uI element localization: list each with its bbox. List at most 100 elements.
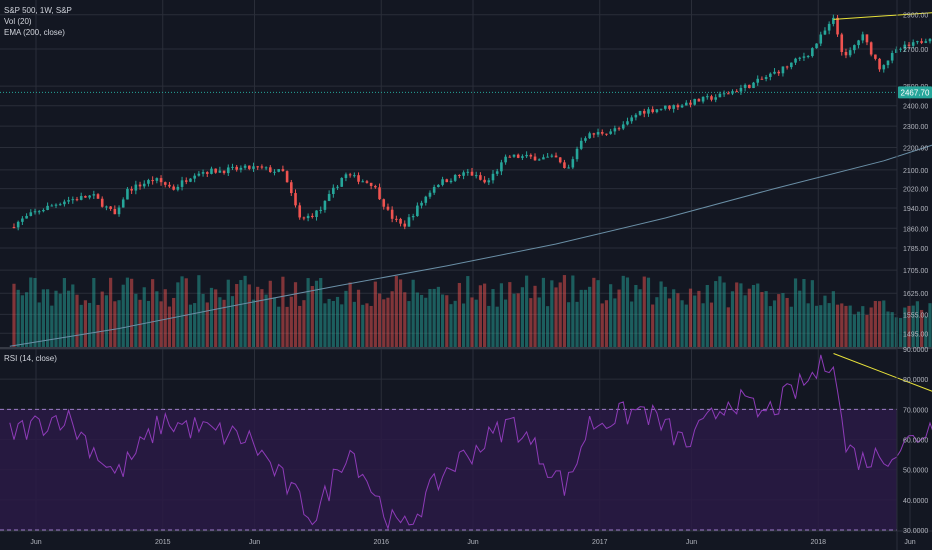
candle-body [815,43,818,49]
volume-bar [739,283,743,347]
volume-bar [394,275,398,347]
volume-bar [928,303,932,347]
candle-body [769,73,772,77]
volume-bar [546,306,550,347]
volume-bar [201,293,205,347]
volume-bar [625,277,630,347]
candle-body [626,121,629,125]
candle-body [71,199,75,201]
volume-bar [50,305,54,347]
volume-bar [756,283,760,347]
candle-body [222,170,226,174]
candle-body [432,187,436,193]
volume-bar [67,290,71,347]
candle-body [176,186,180,190]
volume-bar [554,287,558,347]
volume-bar [142,287,146,347]
candle-body [714,97,718,100]
volume-bar [617,289,621,347]
volume-bar [659,281,663,347]
candle-body [235,166,238,170]
candle-body [516,154,520,158]
volume-bar [289,296,293,347]
volume-bar [579,289,583,347]
volume-bar [613,298,617,347]
candle-body [630,117,633,122]
candle-body [437,184,440,188]
volume-bar [516,293,520,347]
candle-body [592,133,596,135]
rsi-layer [9,354,932,531]
volume-bar [109,277,113,347]
candle-body [67,200,70,202]
volume-bar [915,301,919,347]
candle-body [226,167,230,174]
volume-bar [457,282,461,347]
candle-body [84,196,87,198]
candle-body [285,171,289,183]
candle-body [651,109,654,113]
candle-body [130,188,133,191]
time-axis[interactable]: Jun2015Jun2016Jun2017Jun2018Jun2019Jun20… [30,539,932,546]
volume-bar [306,278,310,347]
candle-body [802,56,806,58]
volume-bar [512,293,516,347]
candle-body [512,154,516,157]
volume-bar [260,289,264,347]
candle-body [621,124,625,129]
volume-bar [45,289,50,347]
volume-bar [482,283,487,347]
volume-bar [209,287,214,347]
candle-body [525,154,528,157]
candle-body [121,199,125,208]
candle-body [172,186,175,190]
volume-bar [344,290,348,347]
volume-bar [520,287,525,347]
candle-body [277,169,281,172]
rsi-tick-label: 70.0000 [903,407,928,414]
candle-body [323,200,327,210]
rsi-tick-label: 90.0000 [903,347,928,354]
volume-bar [726,307,730,347]
volume-bar [16,289,20,347]
rsi-trendline[interactable] [833,353,932,408]
volume-bar [377,293,382,347]
candle-body [142,183,146,187]
volume-bar [747,288,751,347]
price-trendline[interactable] [833,10,932,20]
volume-bar [907,305,911,347]
volume-bar [415,292,419,347]
candle-body [416,205,419,217]
candle-body [273,171,276,173]
candle-body [50,205,54,207]
volume-bar [285,306,289,347]
candle-body [290,182,293,194]
price-tick-label: 1785.00 [903,246,928,253]
candle-body [504,156,507,163]
rsi-indicator-label[interactable]: RSI (14, close) [4,354,57,363]
candle-body [189,178,192,182]
candle-body [210,168,213,174]
volume-bar [672,289,676,347]
volume-bar [882,300,886,347]
symbol-title[interactable]: S&P 500, 1W, S&P [4,6,72,15]
candle-body [395,218,398,220]
price-tick-label: 2300.00 [903,124,928,131]
volume-bar [508,282,512,347]
volume-indicator-label[interactable]: Vol (20) [4,17,32,26]
volume-bar [424,297,428,347]
ema-indicator-label[interactable]: EMA (200, close) [4,28,65,37]
candle-body [911,42,915,46]
volume-bar [24,292,29,347]
volume-bar [264,294,268,347]
candle-body [907,44,911,46]
candle-body [617,128,621,130]
price-tick-label: 2020.00 [903,187,928,194]
candle-body [752,82,755,89]
rsi-axis[interactable]: 30.0000 40.0000 50.0000 60.0000 70.0000 80.00… [903,347,928,535]
candle-body [180,180,184,187]
volume-bar [676,293,680,347]
volume-bar [230,296,235,347]
volume-bar [651,304,655,347]
